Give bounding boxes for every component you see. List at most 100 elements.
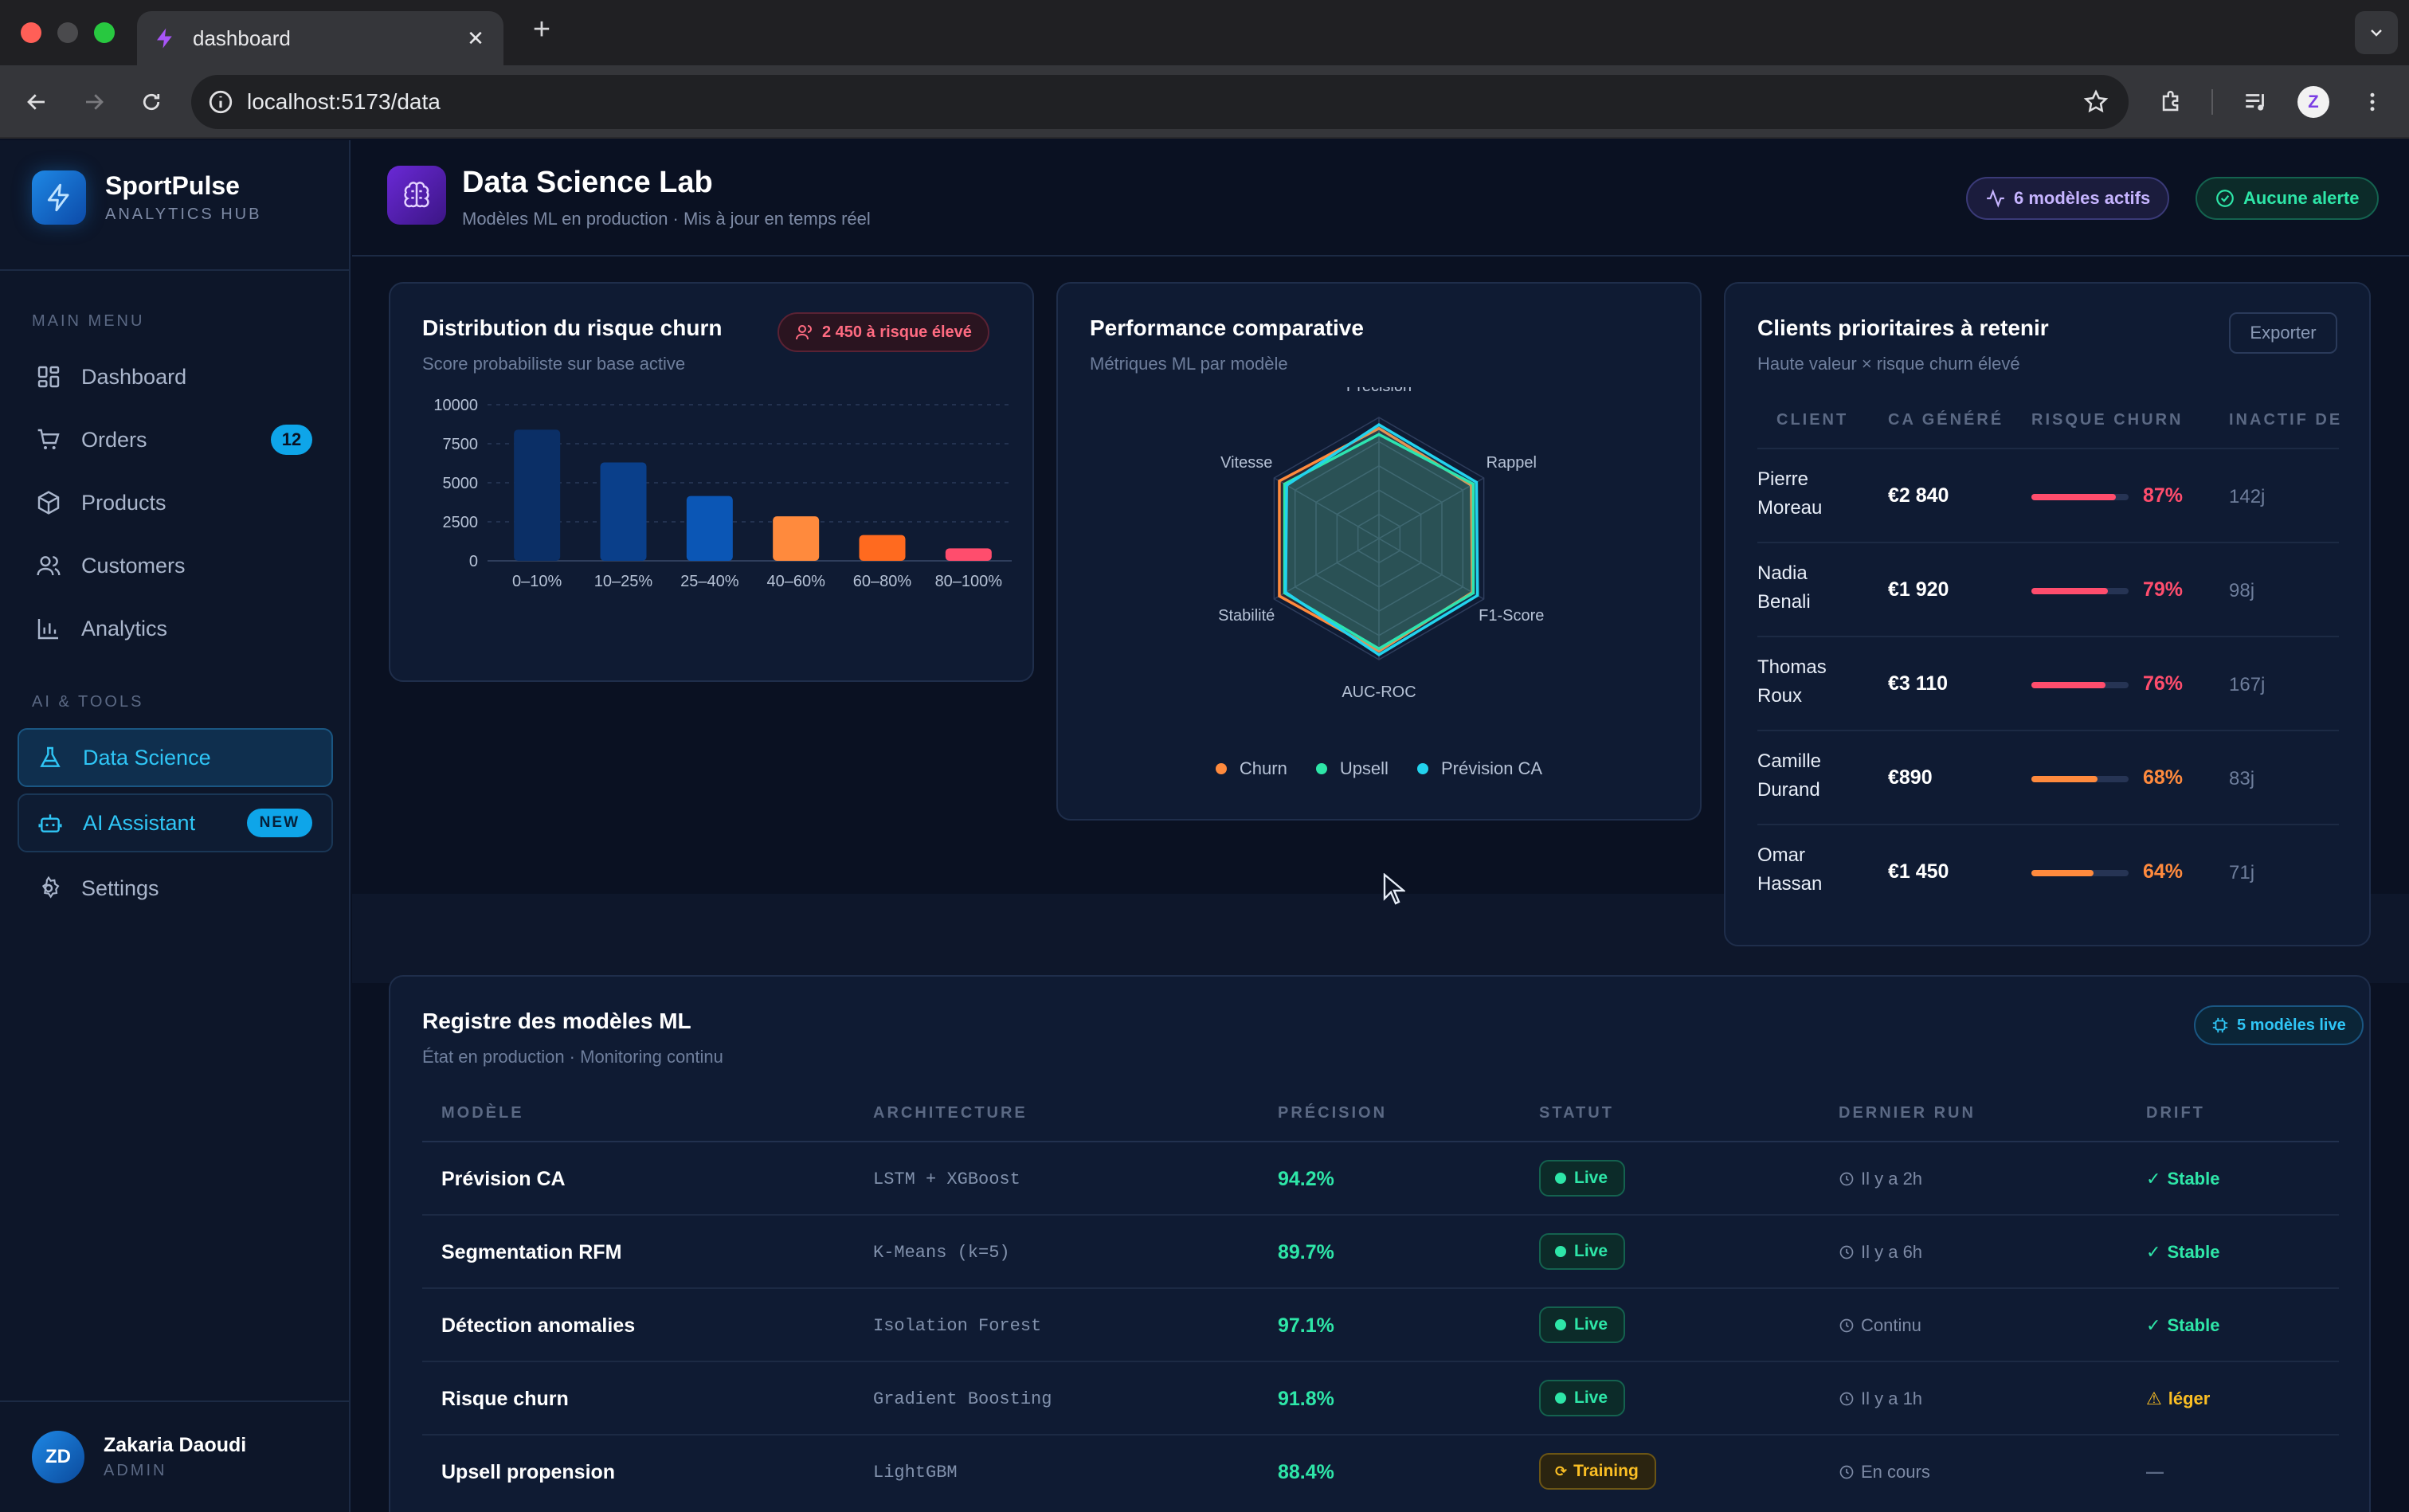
export-button[interactable]: Exporter	[2229, 312, 2337, 354]
churn-distribution-card: Distribution du risque churn Score proba…	[389, 282, 1034, 682]
drift-status: —	[2146, 1462, 2164, 1483]
model-architecture: Gradient Boosting	[873, 1389, 1052, 1409]
legend-item[interactable]: Churn	[1215, 758, 1287, 779]
client-last-name: Roux	[1757, 685, 1803, 707]
sidebar-item-products[interactable]: Products	[18, 473, 333, 532]
puzzle-icon	[2162, 91, 2179, 112]
site-info-icon[interactable]	[207, 88, 234, 119]
last-run: En cours	[1839, 1462, 1930, 1483]
music-queue-icon	[2246, 94, 2264, 111]
table-row[interactable]: Pierre Moreau €2 840 87% 142j	[1725, 449, 2369, 543]
activity-icon	[1987, 189, 2004, 208]
clock-icon	[1839, 1172, 1854, 1186]
drift-text: —	[2146, 1462, 2164, 1482]
avatar: ZD	[32, 1431, 84, 1483]
alerts-text: Aucune alerte	[2243, 188, 2360, 208]
bar	[859, 535, 906, 561]
sidebar-item-dashboard[interactable]: Dashboard	[18, 347, 333, 406]
model-architecture: LightGBM	[873, 1463, 958, 1483]
maximize-window-button[interactable]	[94, 22, 115, 43]
address-bar[interactable]: localhost:5173/data	[191, 75, 2129, 129]
sidebar-item-settings[interactable]: Settings	[18, 859, 333, 918]
sidebar-item-label: Analytics	[81, 616, 168, 640]
model-architecture: Isolation Forest	[873, 1316, 1042, 1336]
live-dot-icon	[1555, 1393, 1566, 1404]
brand[interactable]: SportPulse ANALYTICS HUB	[32, 170, 261, 225]
risk-percent: 87%	[2143, 484, 2184, 507]
profile-avatar-button[interactable]: Z	[2294, 83, 2333, 121]
status-badge: Live	[1539, 1380, 1626, 1416]
extensions-button[interactable]	[2152, 83, 2191, 121]
minimize-window-button[interactable]	[57, 22, 78, 43]
client-last-name: Hassan	[1757, 873, 1823, 895]
alerts-pill[interactable]: Aucune alerte	[2196, 177, 2379, 220]
close-tab-icon[interactable]: ✕	[467, 25, 484, 50]
legend-dot	[1416, 763, 1428, 774]
arrow-left-icon	[27, 94, 45, 110]
url-text: localhost:5173/data	[247, 89, 441, 114]
sidebar-item-customers[interactable]: Customers	[18, 536, 333, 595]
table-row[interactable]: Camille Durand €890 68% 83j	[1725, 731, 2369, 825]
sidebar-item-orders[interactable]: Orders 12	[18, 410, 333, 469]
x-tick-label: 10–25%	[594, 573, 653, 590]
back-button[interactable]	[18, 83, 56, 121]
y-tick-label: 7500	[443, 436, 479, 453]
last-run-text: Il y a 2h	[1861, 1169, 1923, 1189]
sidebar-item-ai-assistant[interactable]: AI Assistant NEW	[18, 793, 333, 852]
model-precision: 89.7%	[1278, 1241, 1334, 1263]
sidebar-item-analytics[interactable]: Analytics	[18, 599, 333, 658]
client-first-name: Omar	[1757, 844, 1805, 866]
client-name: Camille Durand	[1757, 747, 1821, 805]
model-precision: 88.4%	[1278, 1461, 1334, 1483]
client-last-name: Benali	[1757, 591, 1811, 613]
legend-item[interactable]: Upsell	[1315, 758, 1389, 779]
close-window-button[interactable]	[21, 22, 41, 43]
row-divider	[422, 1361, 2339, 1362]
browser-menu-button[interactable]	[2353, 83, 2391, 121]
legend-item[interactable]: Prévision CA	[1416, 758, 1542, 779]
table-row[interactable]: Segmentation RFM K-Means (k=5) 89.7% Live Il…	[390, 1216, 2372, 1289]
risk-bar	[2031, 494, 2129, 500]
models-active-pill[interactable]: 6 modèles actifs	[1966, 177, 2170, 220]
tab-search-button[interactable]	[2355, 11, 2398, 54]
radar-spoke	[1273, 538, 1380, 600]
browser-toolbar: localhost:5173/data Z	[0, 65, 2409, 139]
sidebar-item-label: Data Science	[83, 745, 211, 770]
browser-tab[interactable]: dashboard ✕	[137, 11, 503, 65]
radar-legend: Churn Upsell Prévision CA	[1058, 758, 1700, 779]
risk-percent: 79%	[2143, 578, 2184, 601]
table-row[interactable]: Prévision CA LSTM + XGBoost 94.2% Live Il y …	[390, 1142, 2372, 1216]
client-ca: €3 110	[1888, 672, 1949, 695]
performance-radar-card: Performance comparative Métriques ML par…	[1056, 282, 1702, 821]
table-row[interactable]: Détection anomalies Isolation Forest 97.1%…	[390, 1289, 2372, 1362]
y-tick-label: 10000	[433, 397, 478, 414]
inactive-days: 71j	[2229, 862, 2255, 883]
bookmark-star-icon[interactable]	[2082, 88, 2109, 119]
drift-status: ✓ Stable	[2146, 1315, 2219, 1336]
radar-spoke	[1273, 477, 1380, 539]
radar-series-churn	[1278, 426, 1474, 653]
last-run-text: Il y a 1h	[1861, 1389, 1923, 1408]
churn-bar-chart: 10000 7500 5000 2500 0 0–10% 10–25% 25–40% 40–60…	[433, 397, 1012, 590]
live-models-badge: 5 modèles live	[2194, 1005, 2364, 1045]
risk-bar	[2031, 682, 2129, 688]
col-status: STATUT	[1539, 1104, 1614, 1122]
media-controls-button[interactable]	[2237, 83, 2275, 121]
table-row[interactable]: Upsell propension LightGBM 88.4% ⟳ Training E…	[390, 1436, 2372, 1509]
new-tab-button[interactable]: +	[532, 13, 551, 46]
forward-button[interactable]	[75, 83, 113, 121]
legend-dot	[1315, 763, 1327, 774]
bolt-logo-icon	[32, 170, 86, 225]
user-profile[interactable]: ZD Zakaria Daoudi ADMIN	[0, 1400, 351, 1512]
table-row[interactable]: Thomas Roux €3 110 76% 167j	[1725, 637, 2369, 731]
card-title: Performance comparative	[1090, 315, 1364, 340]
radar-axis-label: Vitesse	[1220, 454, 1272, 472]
col-risk: RISQUE CHURN	[2031, 411, 2184, 429]
drift-text: léger	[2168, 1389, 2211, 1408]
table-row[interactable]: Risque churn Gradient Boosting 91.8% Live Il…	[390, 1362, 2372, 1436]
table-row[interactable]: Nadia Benali €1 920 79% 98j	[1725, 543, 2369, 637]
y-tick-label: 0	[469, 553, 478, 570]
table-row[interactable]: Omar Hassan €1 450 64% 71j	[1725, 825, 2369, 919]
sidebar-item-data-science[interactable]: Data Science	[18, 728, 333, 787]
reload-button[interactable]	[132, 83, 170, 121]
